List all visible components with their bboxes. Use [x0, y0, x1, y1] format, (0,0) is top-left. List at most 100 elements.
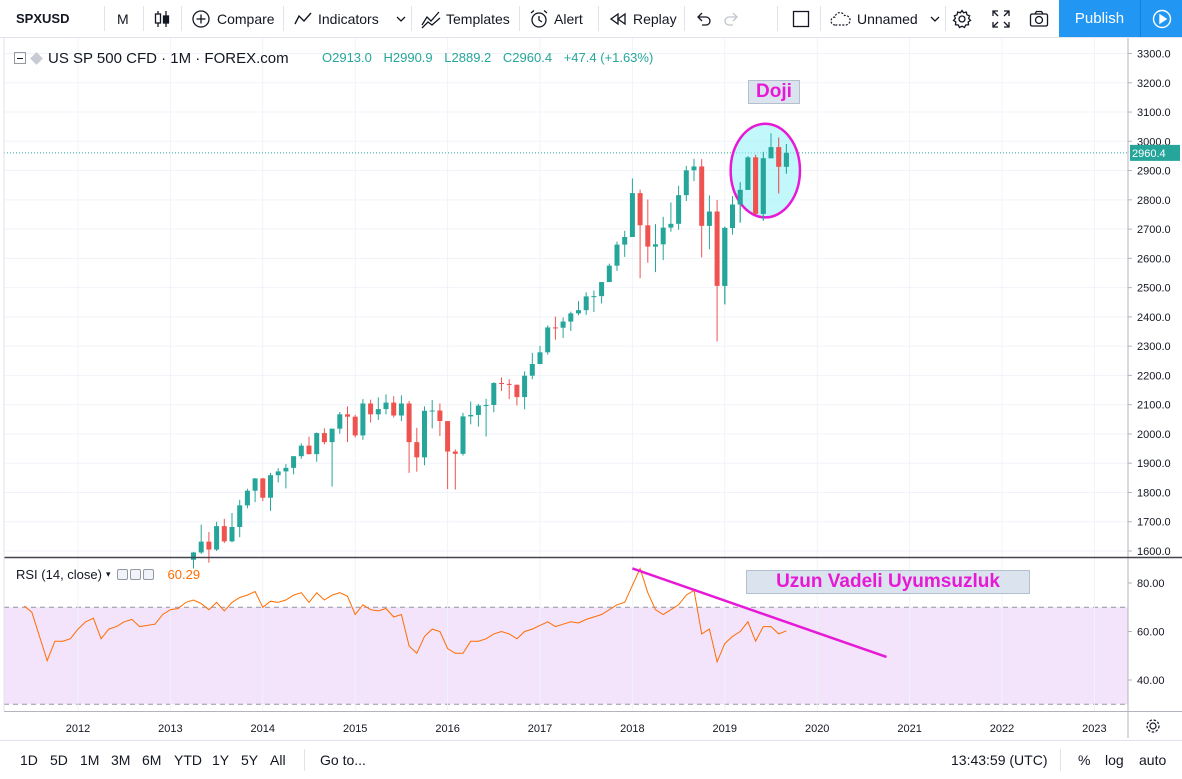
range-5y-button[interactable]: 5Y: [241, 752, 259, 768]
alarm-clock-icon: [528, 8, 550, 30]
range-3m-button[interactable]: 3M: [111, 752, 131, 768]
gear-icon[interactable]: [1146, 719, 1160, 733]
redo-button[interactable]: [720, 0, 742, 37]
chart-canvas[interactable]: 3300.03200.03100.03000.02900.02800.02700…: [0, 38, 1182, 738]
redo-icon: [720, 8, 742, 30]
rsi-axis[interactable]: 80.00 60.00 40.00: [1128, 578, 1165, 687]
toolbar-divider: [684, 6, 685, 31]
price-tick-label: 2900.0: [1137, 166, 1171, 178]
symbol-search-button[interactable]: SPXUSD: [16, 0, 69, 37]
candle: [706, 195, 712, 250]
candle-body: [660, 227, 666, 245]
divergence-label[interactable]: Uzun Vadeli Uyumsuzluk: [746, 570, 1030, 594]
price-tick-label: 1800.0: [1137, 487, 1171, 499]
gear-icon[interactable]: [129, 569, 141, 580]
candle-body: [568, 313, 574, 322]
undo-button[interactable]: [693, 0, 715, 37]
candle-body: [629, 193, 635, 237]
interval-button[interactable]: M: [117, 0, 129, 37]
layout-name-button[interactable]: Unnamed: [829, 0, 942, 37]
candle-body: [599, 282, 605, 297]
symbol-label: SPXUSD: [16, 11, 70, 26]
fullscreen-layout-button[interactable]: [790, 0, 812, 37]
range-6m-button[interactable]: 6M: [142, 752, 162, 768]
candle: [676, 185, 682, 230]
time-tick-label: 2023: [1082, 723, 1106, 735]
settings-button[interactable]: [951, 0, 973, 37]
eye-icon[interactable]: [116, 569, 128, 580]
candle-body: [452, 451, 458, 454]
doji-annotation[interactable]: [722, 122, 802, 305]
price-tick-label: 3200.0: [1137, 78, 1171, 90]
rsi-band: [4, 606, 1128, 705]
auto-scale-button[interactable]: auto: [1139, 741, 1166, 779]
log-scale-button[interactable]: log: [1105, 741, 1124, 779]
replay-button[interactable]: Replay: [607, 0, 677, 37]
candle: [514, 384, 520, 406]
candle-body: [398, 403, 404, 416]
percent-scale-button[interactable]: %: [1078, 741, 1090, 779]
toolbar-divider: [143, 6, 144, 31]
compare-button[interactable]: Compare: [190, 0, 275, 37]
candle: [730, 196, 735, 235]
candle: [345, 406, 350, 443]
time-axis[interactable]: 2012 2013 2014 2015 2016 2017 2018 2019 2020 2021…: [66, 719, 1160, 735]
last-price-label[interactable]: 2960.4: [1130, 144, 1180, 161]
price-tick-label: 1700.0: [1137, 517, 1171, 529]
candle-body: [591, 296, 597, 298]
price-axis[interactable]: 3300.03200.03100.03000.02900.02800.02700…: [1128, 49, 1180, 559]
snapshot-button[interactable]: [1028, 0, 1050, 37]
range-1m-button[interactable]: 1M: [80, 752, 100, 768]
indicators-dropdown-button[interactable]: [394, 0, 408, 37]
play-button[interactable]: [1140, 0, 1182, 37]
candle-body: [614, 244, 620, 266]
candle: [614, 241, 620, 271]
clock-readout[interactable]: 13:43:59 (UTC): [951, 741, 1047, 779]
rsi-tick-label: 60.00: [1137, 627, 1165, 639]
candle-body: [760, 158, 766, 214]
range-1d-button[interactable]: 1D: [20, 752, 38, 768]
alert-label: Alert: [554, 10, 583, 27]
low-value: L2889.2: [444, 50, 492, 65]
candle: [637, 189, 643, 279]
candle-body: [429, 410, 435, 412]
time-tick-label: 2020: [805, 723, 829, 735]
goto-button[interactable]: Go to...: [320, 741, 366, 779]
price-tick-label: 2600.0: [1137, 253, 1171, 265]
range-all-button[interactable]: All: [270, 752, 286, 768]
candle-body: [622, 236, 628, 245]
range-5d-button[interactable]: 5D: [50, 752, 68, 768]
range-ytd-button[interactable]: YTD: [174, 752, 202, 768]
candle-body: [491, 383, 497, 405]
candle: [591, 290, 597, 312]
fullscreen-button[interactable]: [990, 0, 1012, 37]
alert-button[interactable]: Alert: [528, 0, 583, 37]
publish-button[interactable]: Publish: [1059, 0, 1140, 37]
play-circle-icon: [1151, 8, 1173, 30]
chart-type-button[interactable]: [151, 0, 173, 37]
collapse-legend-icon[interactable]: [14, 52, 26, 64]
divergence-annotation[interactable]: [631, 567, 887, 659]
templates-button[interactable]: Templates: [420, 0, 510, 37]
candle: [475, 403, 481, 427]
candle: [699, 159, 705, 258]
candle: [398, 395, 404, 422]
rsi-line: [23, 567, 787, 664]
candle-body: [499, 383, 504, 385]
chevron-down-icon[interactable]: ▾: [105, 569, 111, 579]
candle-body: [699, 166, 705, 226]
gear-icon-teeth: [1146, 719, 1160, 733]
candle: [360, 399, 366, 440]
toolbar-divider: [820, 6, 821, 31]
series-legend: US SP 500 CFD · 1M · FOREX.com: [14, 48, 289, 68]
indicators-button[interactable]: Indicators: [292, 0, 379, 37]
candle: [452, 449, 458, 490]
doji-label-text: Doji: [756, 81, 792, 102]
doji-label[interactable]: Doji: [748, 80, 800, 104]
close-icon[interactable]: [142, 569, 154, 580]
range-1y-button[interactable]: 1Y: [212, 752, 230, 768]
candle: [314, 432, 320, 462]
toolbar-divider: [181, 6, 182, 31]
divergence-trendline[interactable]: [631, 567, 887, 659]
candle-body: [460, 416, 466, 454]
